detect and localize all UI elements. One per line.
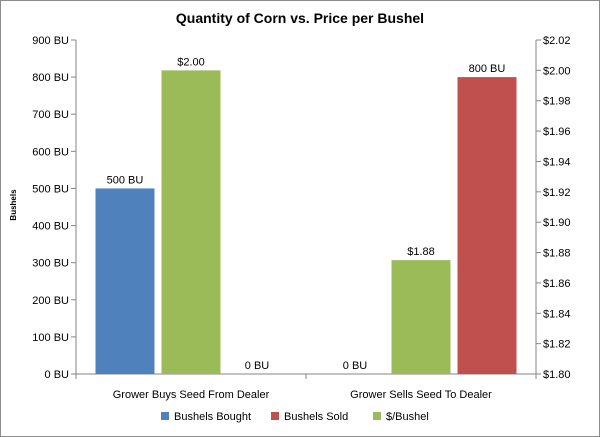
left-tick-label: 700 BU — [32, 109, 69, 121]
y-axis-label: Bushels — [9, 189, 18, 221]
data-label: $2.00 — [177, 56, 205, 68]
right-tick-label: $1.82 — [543, 339, 571, 351]
left-tick-label: 500 BU — [32, 183, 69, 195]
bar-bushels-bought — [95, 188, 155, 374]
bars-layer — [95, 70, 517, 374]
legend-label: $/Bushel — [386, 411, 429, 423]
left-tick-label: 200 BU — [32, 295, 69, 307]
right-tick-label: $2.02 — [543, 35, 571, 47]
legend-label: Bushels Sold — [284, 411, 348, 423]
left-tick-label: 400 BU — [32, 221, 69, 233]
legend-label: Bushels Bought — [174, 411, 251, 423]
left-tick-label: 900 BU — [32, 35, 69, 47]
left-tick-label: 600 BU — [32, 146, 69, 158]
left-tick-label: 300 BU — [32, 258, 69, 270]
left-tick-label: 0 BU — [45, 369, 70, 381]
bar-bushel — [161, 70, 221, 374]
right-tick-label: $1.94 — [543, 156, 571, 168]
data-label: 0 BU — [245, 360, 270, 372]
right-tick-label: $1.80 — [543, 369, 571, 381]
bar-bushels-sold — [457, 77, 517, 374]
data-labels-layer: 500 BU $2.00 0 BU 0 BU $1.88 800 BU — [107, 56, 506, 372]
legend: Bushels Bought Bushels Sold $/Bushel — [161, 411, 429, 423]
right-tick-label: $1.84 — [543, 308, 571, 320]
legend-swatch — [161, 412, 169, 420]
right-tick-label: $1.90 — [543, 217, 571, 229]
right-tick-label: $1.96 — [543, 126, 571, 138]
legend-swatch — [373, 412, 381, 420]
left-tick-label: 800 BU — [32, 72, 69, 84]
right-tick-label: $1.88 — [543, 248, 571, 260]
right-tick-label: $1.86 — [543, 278, 571, 290]
category-label: Grower Sells Seed To Dealer — [350, 389, 492, 401]
category-label: Grower Buys Seed From Dealer — [113, 389, 270, 401]
data-label: 500 BU — [107, 174, 144, 186]
right-tick-label: $1.98 — [543, 96, 571, 108]
axes-layer: 0 BU 100 BU 200 BU 300 BU 400 BU 500 BU 600 BU… — [32, 35, 570, 401]
right-tick-label: $2.00 — [543, 65, 571, 77]
right-tick-label: $1.92 — [543, 187, 571, 199]
data-label: 0 BU — [343, 360, 368, 372]
chart-title: Quantity of Corn vs. Price per Bushel — [176, 10, 424, 26]
legend-swatch — [271, 412, 279, 420]
left-tick-label: 100 BU — [32, 332, 69, 344]
data-label: $1.88 — [407, 246, 435, 258]
data-label: 800 BU — [469, 63, 506, 75]
bar-bushel — [391, 260, 451, 374]
